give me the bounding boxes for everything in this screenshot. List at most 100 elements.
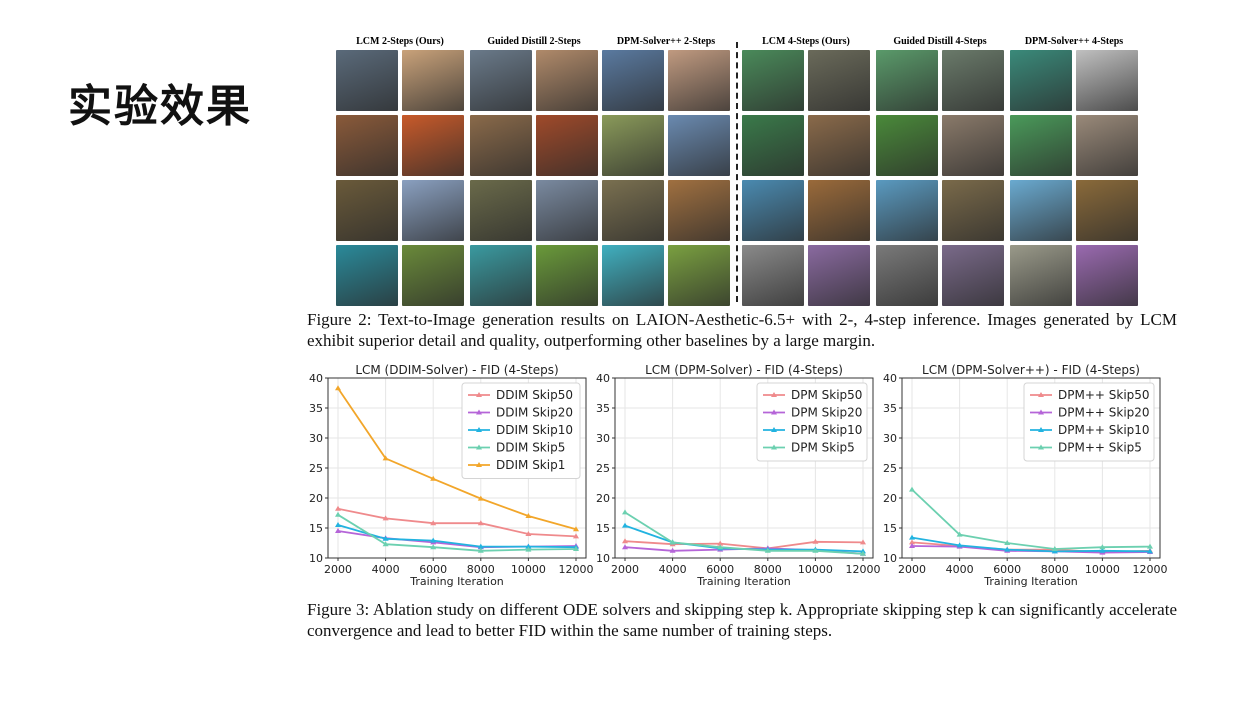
generated-image xyxy=(602,115,664,176)
generated-image xyxy=(808,180,870,241)
data-point xyxy=(1099,544,1106,550)
legend-label: DPM++ Skip20 xyxy=(1058,406,1150,420)
generated-image xyxy=(668,245,730,306)
data-point xyxy=(860,539,866,545)
generated-image xyxy=(668,180,730,241)
x-tick-label: 8000 xyxy=(467,563,495,576)
legend-marker xyxy=(1038,444,1044,450)
data-point xyxy=(382,455,389,461)
legend-marker xyxy=(771,409,777,415)
chart-ddim-solver: 10 15 20 25 30 35 40 2000 4000 6000 8000 10000 12000… xyxy=(300,362,600,590)
generated-image xyxy=(336,50,398,111)
x-tick-label: 10000 xyxy=(1085,563,1120,576)
generated-image xyxy=(336,245,398,306)
x-tick-label: 10000 xyxy=(511,563,546,576)
figure-2-image-grid: LCM 2-Steps (Ours) Guided Distill 2-Steps… xyxy=(336,36,1140,306)
generated-image xyxy=(742,245,804,306)
legend-marker xyxy=(771,427,777,432)
generated-image xyxy=(876,180,938,241)
generated-image xyxy=(808,245,870,306)
generated-image xyxy=(536,180,598,241)
x-axis-label: Training Iteration xyxy=(696,575,791,588)
data-point xyxy=(669,539,676,545)
y-tick-label: 10 xyxy=(883,552,897,565)
data-point xyxy=(382,535,389,541)
generated-image xyxy=(742,180,804,241)
generated-image xyxy=(402,115,464,176)
generated-image xyxy=(402,180,464,241)
figure-3-caption: Figure 3: Ablation study on different OD… xyxy=(307,600,1177,640)
data-point xyxy=(382,515,389,521)
data-point xyxy=(477,520,484,526)
generated-image xyxy=(470,115,532,176)
data-point xyxy=(335,385,341,391)
data-point xyxy=(525,531,532,536)
legend-box xyxy=(756,382,868,462)
data-point xyxy=(1051,546,1058,551)
series-line xyxy=(624,524,864,553)
data-point xyxy=(812,547,819,553)
grid-column-header: LCM 4-Steps (Ours) xyxy=(762,36,850,47)
y-tick-label: 40 xyxy=(309,372,323,385)
legend-box xyxy=(461,382,581,479)
data-point xyxy=(622,509,628,515)
generated-image xyxy=(808,115,870,176)
y-tick-label: 25 xyxy=(309,462,323,475)
generated-image xyxy=(942,50,1004,111)
y-tick-label: 35 xyxy=(883,402,897,415)
legend-marker xyxy=(476,409,482,415)
data-point xyxy=(430,520,437,526)
series-line xyxy=(337,530,577,549)
generated-image xyxy=(402,50,464,111)
generated-image xyxy=(668,50,730,111)
x-axis-label: Training Iteration xyxy=(409,575,504,588)
x-axis-label: Training Iteration xyxy=(983,575,1078,588)
y-tick-label: 35 xyxy=(309,402,323,415)
data-point xyxy=(573,533,579,539)
figure-2-caption: Figure 2: Text-to-Image generation resul… xyxy=(307,310,1177,350)
legend-label: DPM Skip50 xyxy=(791,388,862,402)
generated-image xyxy=(1076,180,1138,241)
legend-marker xyxy=(1038,427,1044,432)
legend-label: DPM Skip5 xyxy=(791,441,855,455)
generated-image xyxy=(470,180,532,241)
data-point xyxy=(622,544,628,550)
data-point xyxy=(335,528,341,533)
grid-column-header: Guided Distill 4-Steps xyxy=(893,36,987,47)
series-line xyxy=(337,507,577,538)
y-tick-label: 25 xyxy=(596,462,610,475)
chart-svg: 10 15 20 25 30 35 40 2000 4000 6000 8000 10000 12000… xyxy=(596,363,881,588)
y-tick-label: 35 xyxy=(596,402,610,415)
grid-column-header: DPM-Solver++ 4-Steps xyxy=(1024,36,1124,47)
generated-image xyxy=(742,50,804,111)
y-tick-label: 40 xyxy=(883,372,897,385)
generated-image xyxy=(1076,115,1138,176)
x-tick-label: 2000 xyxy=(611,563,639,576)
x-tick-label: 2000 xyxy=(898,563,926,576)
data-point xyxy=(622,538,628,544)
generated-image xyxy=(536,50,598,111)
data-point xyxy=(335,505,341,511)
y-tick-label: 15 xyxy=(883,522,897,535)
legend-label: DPM++ Skip10 xyxy=(1058,423,1150,437)
generated-image xyxy=(876,115,938,176)
legend-label: DPM Skip20 xyxy=(791,406,862,420)
generated-image xyxy=(536,115,598,176)
legend-marker xyxy=(476,444,482,450)
generated-image xyxy=(876,50,938,111)
generated-image xyxy=(808,50,870,111)
x-tick-label: 12000 xyxy=(559,563,594,576)
data-point xyxy=(477,547,484,553)
y-tick-label: 10 xyxy=(596,552,610,565)
x-tick-label: 6000 xyxy=(706,563,734,576)
x-tick-label: 6000 xyxy=(419,563,447,576)
x-tick-label: 4000 xyxy=(946,563,974,576)
x-tick-label: 12000 xyxy=(1133,563,1168,576)
generated-image xyxy=(942,245,1004,306)
data-point xyxy=(956,531,963,537)
x-tick-label: 4000 xyxy=(659,563,687,576)
data-point xyxy=(1004,540,1011,545)
generated-image xyxy=(1010,115,1072,176)
data-point xyxy=(909,539,915,545)
y-tick-label: 10 xyxy=(309,552,323,565)
